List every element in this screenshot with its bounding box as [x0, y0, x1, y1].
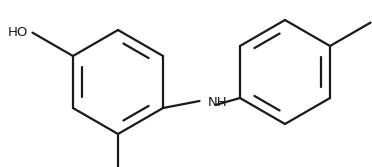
Text: NH: NH — [208, 97, 227, 110]
Text: HO: HO — [8, 26, 28, 39]
